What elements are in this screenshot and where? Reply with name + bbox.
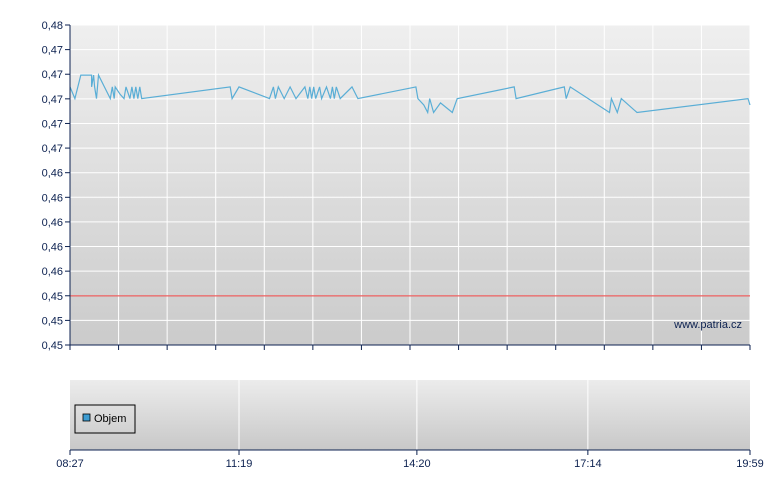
y-tick-label: 0,45 — [42, 291, 63, 303]
y-tick-label: 0,46 — [42, 242, 63, 254]
y-tick-label: 0,46 — [42, 192, 63, 204]
y-tick-label: 0,46 — [42, 217, 63, 229]
y-tick-label: 0,47 — [42, 143, 63, 155]
y-tick-label: 0,47 — [42, 94, 63, 106]
watermark: www.patria.cz — [673, 319, 742, 331]
legend-label: Objem — [94, 413, 126, 425]
volume-plot-area — [70, 380, 750, 450]
y-tick-label: 0,47 — [42, 45, 63, 57]
y-tick-label: 0,45 — [42, 340, 63, 352]
y-tick-label: 0,47 — [42, 69, 63, 81]
legend-box — [74, 404, 136, 434]
price-line — [69, 72, 751, 115]
x-tick-label: 11:19 — [226, 458, 253, 470]
x-tick-label: 19:59 — [736, 458, 764, 470]
y-tick-label: 0,47 — [42, 118, 63, 130]
x-tick-label: 17:14 — [574, 458, 602, 470]
x-tick-label: 14:20 — [403, 458, 431, 470]
x-tick-label: 08:27 — [56, 458, 84, 470]
legend-swatch — [82, 413, 91, 422]
y-tick-label: 0,45 — [42, 315, 63, 327]
y-tick-label: 0,46 — [42, 266, 63, 278]
y-tick-label: 0,48 — [42, 20, 63, 32]
legend: Objem — [74, 404, 136, 434]
y-tick-label: 0,46 — [42, 168, 63, 180]
